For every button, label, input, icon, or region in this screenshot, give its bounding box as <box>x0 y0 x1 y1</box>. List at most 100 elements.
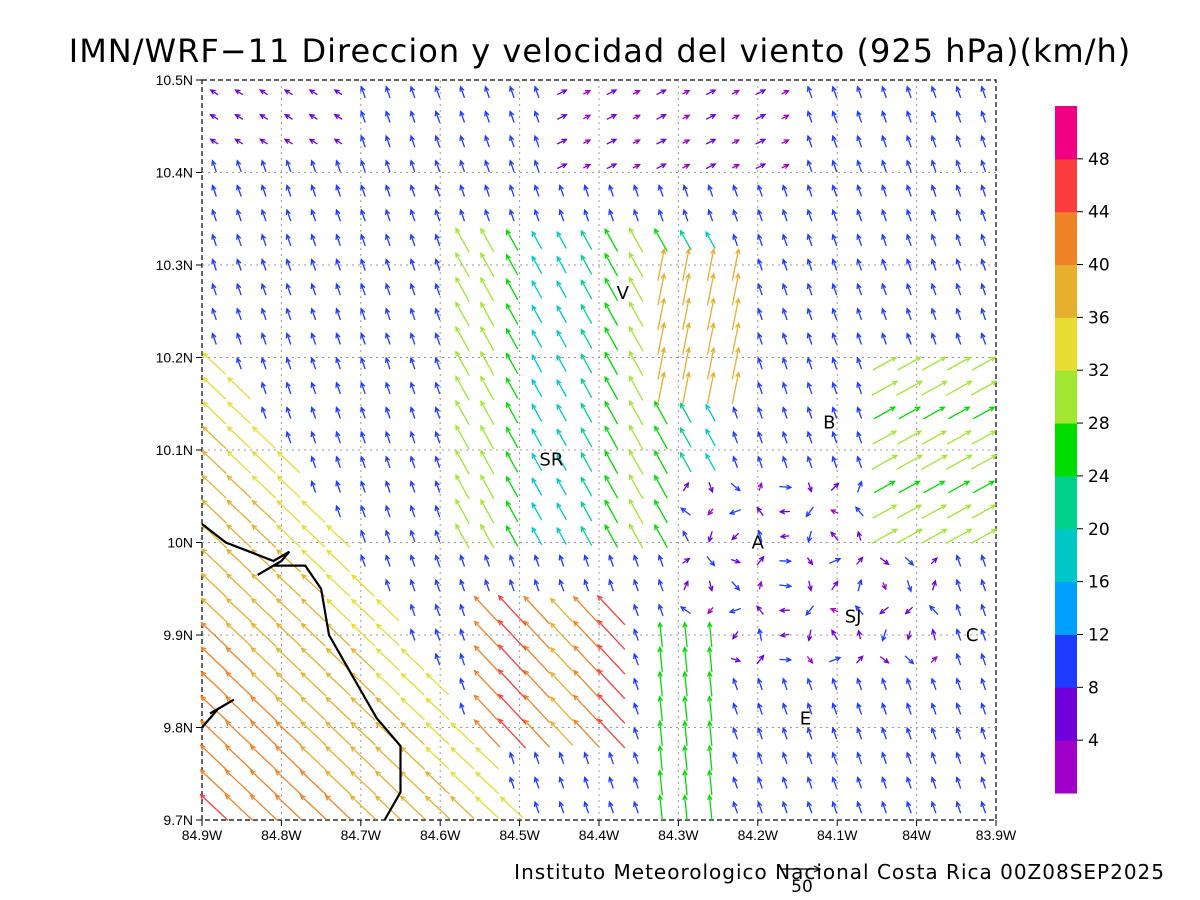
wind-vector <box>236 332 242 345</box>
wind-vector <box>384 307 391 321</box>
wind-vector <box>930 655 938 663</box>
wind-vector <box>706 371 716 405</box>
wind-vector <box>856 629 863 640</box>
wind-vector <box>211 184 217 197</box>
wind-vector <box>455 251 470 278</box>
wind-vector <box>434 332 441 345</box>
wind-vector <box>505 426 519 449</box>
wind-vector <box>682 371 691 405</box>
plot-area: V B SR A SJ C E <box>199 79 998 822</box>
wind-vector <box>831 159 838 173</box>
wind-vector <box>831 85 838 99</box>
wind-vector <box>881 726 887 740</box>
wind-vector <box>806 726 813 740</box>
wind-vector <box>856 258 863 271</box>
wind-vector <box>199 769 229 797</box>
wind-vector <box>829 509 839 515</box>
wind-vector <box>881 233 887 247</box>
wind-vector <box>310 184 317 197</box>
colorbar-label: 36 <box>1088 308 1110 328</box>
wind-vector <box>856 134 863 148</box>
grid-lines <box>202 80 996 820</box>
wind-vector <box>580 352 593 374</box>
wind-vector <box>732 631 739 640</box>
colorbar-band <box>1055 528 1077 583</box>
wind-vector <box>285 184 292 197</box>
wind-vector <box>757 208 763 222</box>
wind-vector <box>434 628 441 641</box>
wind-vector <box>871 380 899 396</box>
wind-vector <box>275 622 302 647</box>
wind-vector <box>549 622 574 648</box>
wind-vector <box>250 573 277 598</box>
wind-vector <box>930 628 937 641</box>
wind-vector <box>360 233 366 247</box>
colorbar-band <box>1055 106 1077 160</box>
wind-vector <box>633 751 639 765</box>
wind-vector <box>606 114 618 120</box>
wind-vector <box>484 85 490 99</box>
wind-vector <box>906 776 912 789</box>
wind-vector <box>558 776 565 789</box>
wind-vector <box>424 795 451 820</box>
wind-vector <box>682 720 688 746</box>
wind-vector <box>399 795 426 820</box>
wind-vector <box>756 555 765 566</box>
wind-vector <box>657 554 664 567</box>
wind-vector <box>434 406 441 419</box>
wind-vector <box>604 252 619 277</box>
wind-vector <box>856 282 863 296</box>
wind-vector <box>757 258 763 271</box>
wind-vector <box>249 769 278 796</box>
wind-vector <box>971 504 997 519</box>
wind-vector <box>955 332 962 345</box>
wind-vector <box>236 184 242 197</box>
colorbar-label: 16 <box>1088 573 1110 593</box>
wind-vector <box>299 745 327 771</box>
wind-vector <box>434 603 441 617</box>
wind-vector <box>556 138 568 145</box>
wind-vector <box>779 632 790 638</box>
wind-vector <box>335 258 342 271</box>
wind-vector <box>682 297 691 331</box>
wind-vector <box>633 652 639 666</box>
wind-vector <box>731 114 741 120</box>
wind-vector <box>459 134 466 148</box>
wind-vector <box>434 455 441 469</box>
wind-vector <box>757 233 763 247</box>
wind-vector <box>572 719 600 748</box>
wind-vector <box>707 606 714 615</box>
wind-vector <box>473 644 501 674</box>
wind-vector <box>375 623 400 647</box>
wind-vector <box>856 85 863 99</box>
wind-vector <box>781 163 790 169</box>
wind-vector <box>474 771 500 795</box>
city-label: SR <box>539 449 563 470</box>
wind-vector <box>583 184 590 197</box>
wind-vector <box>683 579 689 591</box>
wind-vector <box>921 504 948 519</box>
wind-vector <box>480 523 495 549</box>
wind-vector <box>226 523 252 549</box>
wind-vector <box>805 506 814 518</box>
wind-vector <box>580 303 593 325</box>
colorbar-band <box>1055 211 1077 266</box>
wind-vector <box>831 356 838 370</box>
wind-vector <box>455 227 470 253</box>
wind-vector <box>608 554 614 567</box>
wind-vector <box>608 184 614 197</box>
wind-vector <box>505 450 519 473</box>
wind-vector <box>781 430 788 444</box>
y-tick-label: 10.2N <box>156 350 193 366</box>
wind-vector <box>459 652 466 666</box>
wind-vector <box>583 578 590 592</box>
wind-vector <box>509 85 515 99</box>
wind-vector <box>654 227 668 252</box>
wind-vector <box>310 159 317 173</box>
wind-vector <box>505 500 519 523</box>
wind-vector <box>200 597 228 623</box>
wind-vector <box>434 430 441 444</box>
wind-vector <box>881 282 887 296</box>
wind-vector <box>781 677 788 691</box>
